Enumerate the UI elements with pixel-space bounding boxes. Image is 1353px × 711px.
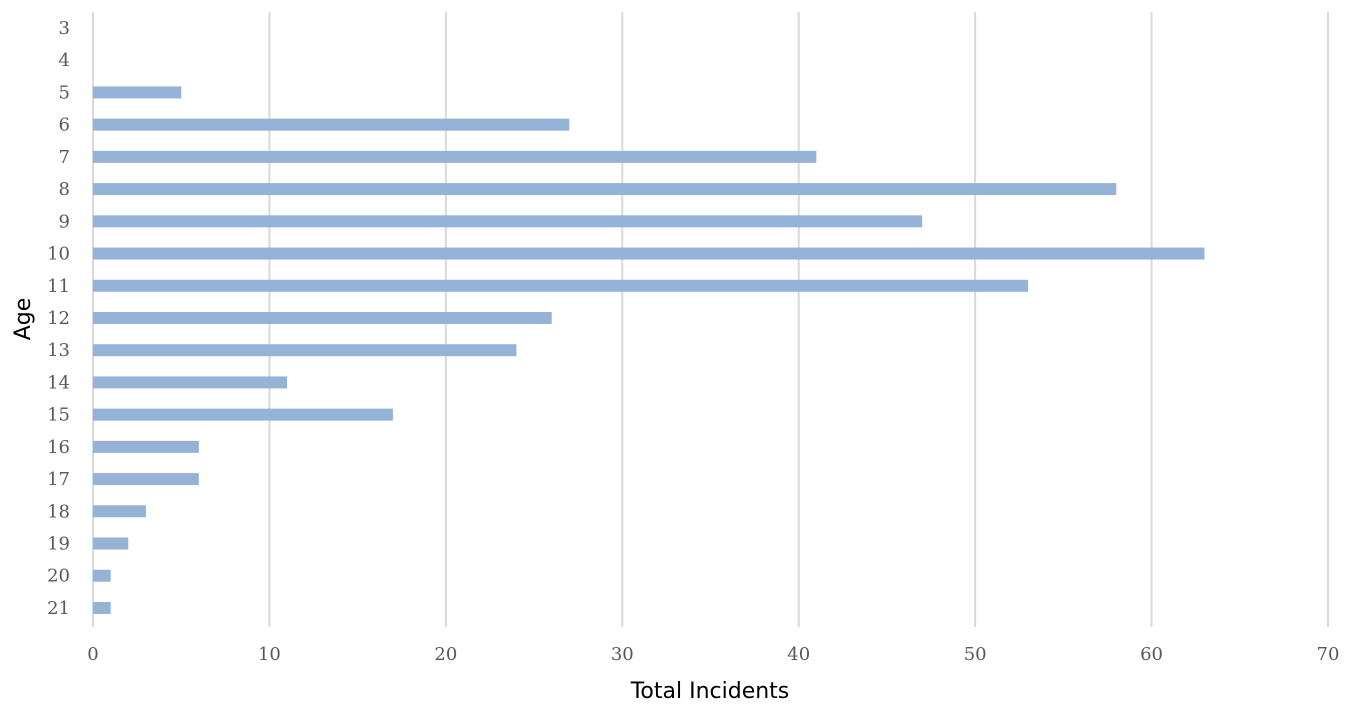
y-tick-label: 17 (47, 469, 70, 490)
x-tick-label: 50 (964, 644, 987, 665)
y-tick-label: 12 (47, 308, 70, 329)
y-tick-label: 16 (47, 437, 70, 458)
y-tick-label: 20 (47, 566, 70, 587)
bar-age-15 (93, 408, 393, 421)
bar-age-13 (93, 344, 517, 357)
y-tick-label: 6 (59, 115, 70, 136)
bar-age-17 (93, 473, 199, 486)
x-tick-label: 60 (1140, 644, 1163, 665)
bar-age-18 (93, 505, 146, 518)
y-tick-label: 13 (47, 340, 70, 361)
bar-age-19 (93, 537, 129, 550)
y-tick-label: 11 (47, 276, 70, 297)
y-tick-label: 19 (47, 534, 70, 555)
bar-age-16 (93, 440, 199, 453)
y-tick-label: 9 (59, 211, 70, 232)
y-axis-title: Age (11, 298, 36, 341)
bar-age-20 (93, 569, 111, 582)
bars (93, 86, 1205, 614)
bar-age-11 (93, 279, 1029, 292)
x-tick-label: 20 (434, 644, 457, 665)
bar-age-7 (93, 150, 817, 163)
y-tick-label: 14 (47, 372, 70, 393)
x-tick-label: 40 (787, 644, 810, 665)
bar-age-10 (93, 247, 1205, 260)
y-tick-label: 3 (59, 18, 70, 39)
x-axis-title: Total Incidents (630, 679, 790, 704)
bar-age-5 (93, 86, 182, 99)
bar-age-14 (93, 376, 288, 389)
y-tick-label: 5 (59, 82, 70, 103)
y-tick-label: 15 (47, 405, 70, 426)
y-axis-ticks: 3 4 5 6 7 8 9 10 11 12 13 14 15 16 17 18 19 20 21 (47, 18, 70, 619)
bar-age-12 (93, 311, 552, 324)
y-tick-label: 21 (47, 598, 70, 619)
bar-age-9 (93, 215, 923, 228)
y-tick-label: 4 (59, 50, 70, 71)
bar-age-6 (93, 118, 570, 131)
x-tick-label: 70 (1317, 644, 1340, 665)
x-tick-label: 30 (611, 644, 634, 665)
bar-age-8 (93, 183, 1117, 196)
y-tick-label: 8 (59, 179, 70, 200)
x-axis-ticks: 0 10 20 30 40 50 60 70 (87, 644, 1339, 665)
y-tick-label: 18 (47, 501, 70, 522)
x-tick-label: 10 (258, 644, 281, 665)
bar-age-21 (93, 601, 111, 614)
y-tick-label: 10 (47, 244, 70, 265)
y-tick-label: 7 (59, 147, 70, 168)
x-tick-label: 0 (87, 644, 98, 665)
